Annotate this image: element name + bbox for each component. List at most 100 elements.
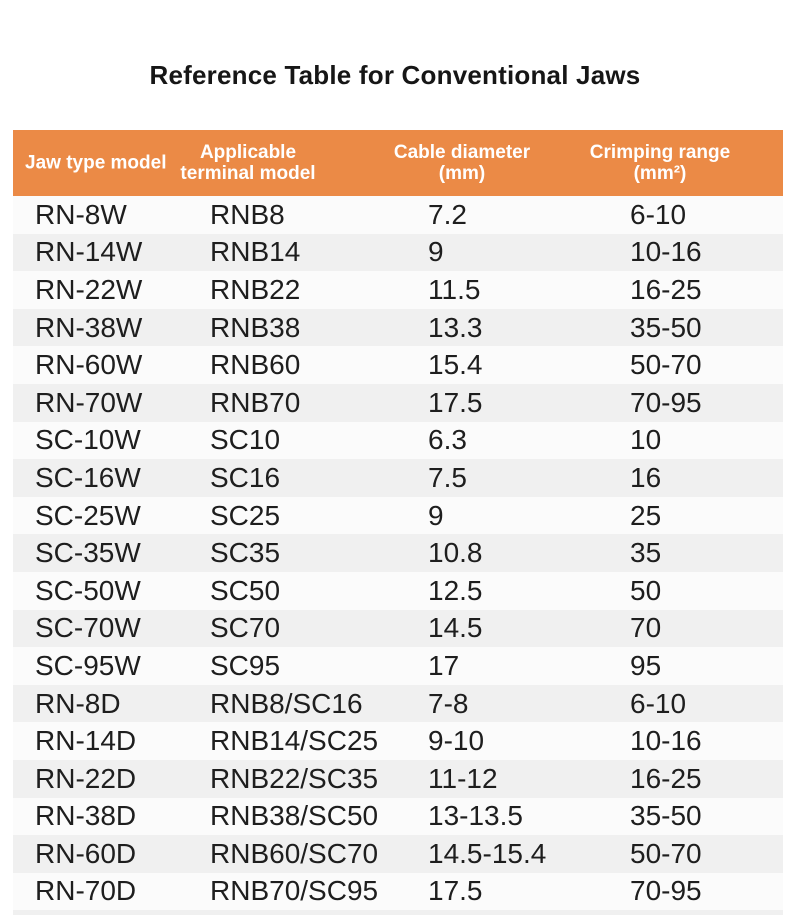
- column-header-line: Applicable: [199, 142, 297, 163]
- table-cell: RN-22D: [35, 762, 137, 794]
- column-header-crimping-range: Crimping range (mm²): [590, 142, 730, 184]
- table-cell: SC35: [210, 537, 281, 569]
- table-header: Jaw type model Applicable terminal model…: [13, 130, 783, 196]
- table-cell: RNB70/SC95: [210, 875, 379, 907]
- column-header-line: Cable diameter: [393, 142, 531, 163]
- table-cell: SC16: [210, 461, 281, 493]
- table-cell: RNB14: [210, 236, 301, 268]
- table-cell: RNB22/SC35: [210, 762, 379, 794]
- table-cell: 70-95: [630, 386, 702, 418]
- column-header-applicable-terminal-model: Applicable terminal model: [180, 142, 315, 184]
- table-cell: 25: [630, 499, 662, 531]
- table-row: RN-14W RNB14 9 10-16: [13, 233, 783, 272]
- table-cell: 17.5: [428, 875, 483, 907]
- table-cell: RN-60W: [35, 349, 143, 381]
- table-cell: 9-10: [428, 725, 485, 757]
- table-cell: 95: [630, 649, 662, 681]
- table-cell: 15.4: [428, 349, 483, 381]
- table-cell: 11-12: [428, 762, 498, 794]
- table-cell: 10-16: [630, 236, 702, 268]
- table-cell: 13.3: [428, 311, 483, 343]
- table-row: RN-38W RNB38 13.3 35-50: [13, 308, 783, 347]
- table-row: SC-70W SC70 14.5 70: [13, 609, 783, 648]
- table-row: RN-14D RNB14/SC25 9-10 10-16: [13, 722, 783, 760]
- table-cell: 9: [428, 499, 444, 531]
- table-body: RN-8W RNB8 7.2 6-10 RN-14W RNB14 9 10-16 RN-22W R…: [13, 196, 783, 911]
- table-cell: 14.5-15.4: [428, 837, 547, 869]
- table-row: SC-95W SC95 17 95: [13, 647, 783, 685]
- table-cell: 6-10: [630, 687, 687, 719]
- column-header-line: (mm²): [633, 163, 687, 184]
- table-row: RN-38D RNB38/SC50 13-13.5 35-50: [13, 797, 783, 836]
- table-cell: SC10: [210, 424, 281, 456]
- table-cell: 17: [428, 649, 460, 681]
- table-cell: 50: [630, 574, 662, 606]
- table-cell: 35-50: [630, 800, 702, 832]
- table-cell: RN-60D: [35, 837, 137, 869]
- table-cell: RN-70W: [35, 386, 143, 418]
- table-cell: 17.5: [428, 386, 483, 418]
- table-cell: RNB38: [210, 311, 301, 343]
- table-cell: SC95: [210, 649, 281, 681]
- table-cell: SC-35W: [35, 537, 141, 569]
- table-cell: RN-8D: [35, 687, 121, 719]
- table-cell: RN-14W: [35, 236, 143, 268]
- table-cell: 10-16: [630, 725, 702, 757]
- table-row: RN-70D RNB70/SC95 17.5 70-95: [13, 872, 783, 911]
- table-cell: SC50: [210, 574, 281, 606]
- table-cell: RNB8/SC16: [210, 687, 363, 719]
- table-cell: RNB14/SC25: [210, 725, 379, 757]
- table-cell: SC-25W: [35, 499, 141, 531]
- table-cell: 16-25: [630, 762, 702, 794]
- table-cell: SC-50W: [35, 574, 141, 606]
- table-cell: 70-95: [630, 875, 702, 907]
- column-header-cable-diameter: Cable diameter (mm): [394, 142, 530, 184]
- table-cell: 13-13.5: [428, 800, 523, 832]
- table-row: RN-70W RNB70 17.5 70-95: [13, 383, 783, 422]
- table-cell: RN-14D: [35, 725, 137, 757]
- table-cell: RNB8: [210, 198, 285, 230]
- reference-table: Jaw type model Applicable terminal model…: [13, 130, 783, 915]
- table-cell: SC25: [210, 499, 281, 531]
- table-cell: 70: [630, 612, 662, 644]
- table-row: SC-10W SC10 6.3 10: [13, 421, 783, 460]
- column-header-jaw-type-model: Jaw type model: [25, 153, 167, 174]
- table-cell: 10.8: [428, 537, 483, 569]
- table-cell: RN-8W: [35, 198, 127, 230]
- table-row: SC-50W SC50 12.5 50: [13, 571, 783, 610]
- table-cell: RN-38D: [35, 800, 137, 832]
- table-cell: 10: [630, 424, 662, 456]
- table-cell: 50-70: [630, 349, 702, 381]
- table-cell: SC-10W: [35, 424, 141, 456]
- table-cell: RN-22W: [35, 273, 143, 305]
- page-title: Reference Table for Conventional Jaws: [149, 60, 641, 90]
- table-cell: RNB70: [210, 386, 301, 418]
- column-header-line: Crimping range: [589, 142, 731, 163]
- table-cell: 7.2: [428, 198, 467, 230]
- table-cell: 14.5: [428, 612, 483, 644]
- table-cell: RNB38/SC50: [210, 800, 379, 832]
- column-header-line: terminal model: [180, 163, 316, 184]
- table-cell: SC-16W: [35, 461, 141, 493]
- table-cell: 12.5: [428, 574, 483, 606]
- table-cell: RN-38W: [35, 311, 143, 343]
- table-row: RN-60W RNB60 15.4 50-70: [13, 346, 783, 384]
- table-cell: RNB60: [210, 349, 301, 381]
- table-cell: 9: [428, 236, 444, 268]
- table-cell: 11.5: [428, 273, 481, 305]
- table-cell: RNB22: [210, 273, 301, 305]
- table-cell: 7-8: [428, 687, 469, 719]
- table-row: SC-16W SC16 7.5 16: [13, 459, 783, 497]
- table-row: RN-60D RNB60/SC70 14.5-15.4 50-70: [13, 835, 783, 873]
- partial-next-row: [13, 910, 783, 915]
- table-cell: 50-70: [630, 837, 702, 869]
- table-cell: 6.3: [428, 424, 467, 456]
- table-cell: 35-50: [630, 311, 702, 343]
- table-cell: SC-95W: [35, 649, 141, 681]
- table-row: SC-35W SC35 10.8 35: [13, 534, 783, 572]
- table-row: RN-8D RNB8/SC16 7-8 6-10: [13, 684, 783, 723]
- table-cell: SC-70W: [35, 612, 141, 644]
- table-cell: RN-70D: [35, 875, 137, 907]
- table-cell: 35: [630, 537, 662, 569]
- table-cell: 16-25: [630, 273, 702, 305]
